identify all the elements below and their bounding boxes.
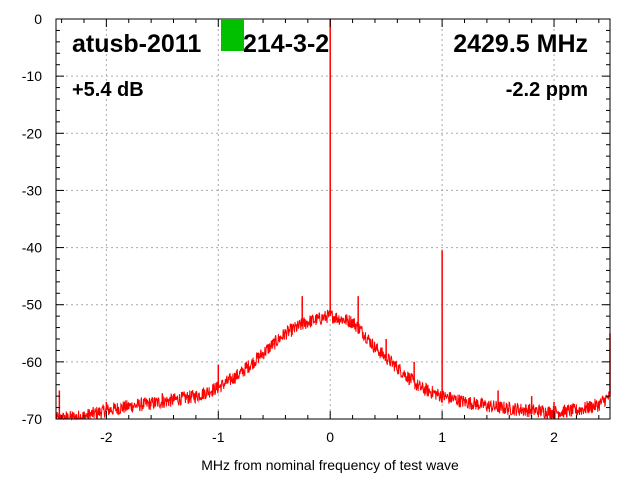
y-tick-label: -20	[22, 125, 42, 141]
series-layer	[55, 19, 611, 421]
y-tick-label: -40	[22, 240, 42, 256]
x-tick-label: 0	[326, 429, 334, 445]
y-tick-label: 0	[34, 11, 42, 27]
x-tick-label: 1	[438, 429, 446, 445]
device-suffix-label: 214-3-2	[243, 30, 329, 58]
y-tick-label: -60	[22, 354, 42, 370]
x-tick-label: 2	[550, 429, 558, 445]
device-label: atusb-2011	[72, 30, 201, 58]
tick-labels: -2 -1 0 1 20-10-20-30-40-50-60-70	[22, 11, 558, 445]
x-tick-label: -1	[212, 429, 225, 445]
annotations: atusb-2011 214-3-2 2429.5 MHz +5.4 dB -2…	[72, 19, 588, 101]
y-tick-label: -10	[22, 68, 42, 84]
grid	[56, 19, 610, 419]
y-tick-label: -30	[22, 182, 42, 198]
status-marker	[221, 19, 244, 51]
y-tick-label: -50	[22, 297, 42, 313]
ppm-label: -2.2 ppm	[506, 79, 588, 101]
power-label: +5.4 dB	[72, 79, 144, 101]
x-tick-label: -2	[100, 429, 113, 445]
y-tick-label: -70	[22, 411, 42, 427]
spectrum-trace	[55, 309, 611, 421]
x-axis-title: MHz from nominal frequency of test wave	[201, 457, 459, 473]
frequency-label: 2429.5 MHz	[453, 30, 588, 58]
plot-border	[55, 18, 611, 420]
ticks	[56, 18, 610, 420]
